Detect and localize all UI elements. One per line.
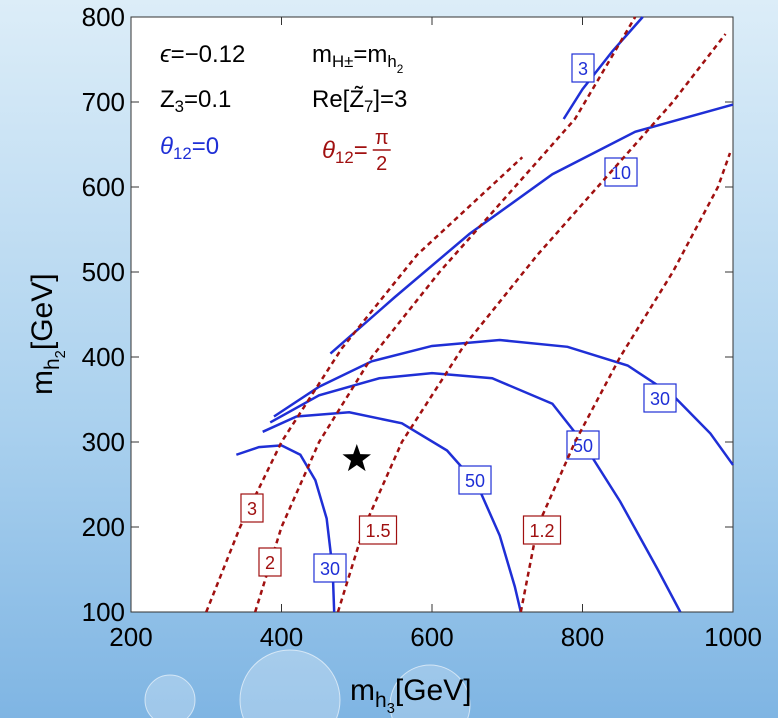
y-tick-label: 100 — [82, 597, 125, 627]
bubble-decoration — [240, 650, 340, 718]
text-part: = — [354, 137, 368, 164]
y-tick-label: 800 — [82, 2, 125, 32]
text-part: ϵ — [160, 41, 171, 68]
text-part: 7 — [364, 97, 373, 116]
y-tick-label: 300 — [82, 427, 125, 457]
y-tick-label: 500 — [82, 257, 125, 287]
text-part: h — [41, 358, 64, 370]
text-part: [GeV] — [395, 674, 472, 707]
x-tick-label: 1000 — [704, 622, 762, 652]
text-part: H± — [332, 52, 353, 71]
rich-text: ϵ=−0.12 — [160, 41, 245, 68]
contour-label: 1.5 — [359, 516, 396, 544]
text-part: θ — [322, 137, 335, 164]
contour-label: 50 — [459, 466, 491, 494]
contour-label-text: 30 — [320, 559, 340, 579]
contour-label-text: 1.2 — [529, 521, 554, 541]
text-part: m — [350, 674, 375, 707]
text-part: 12 — [335, 148, 354, 167]
text-part: h — [387, 52, 396, 71]
text-part: Re[Z̃ — [312, 86, 364, 113]
text-part: =m — [353, 41, 387, 68]
text-part: =0.1 — [184, 86, 231, 113]
x-tick-label: 400 — [260, 622, 303, 652]
contour-label: 30 — [314, 554, 346, 582]
text-part: 12 — [173, 144, 192, 163]
contour-label: 30 — [644, 384, 676, 412]
text-part: h — [375, 689, 387, 712]
contour-label-text: 30 — [650, 389, 670, 409]
contour-label-text: 3 — [578, 59, 588, 79]
contour-label-text: 3 — [247, 499, 257, 519]
contour-label: 50 — [567, 431, 599, 459]
text-part: θ — [160, 133, 173, 160]
y-tick-label: 400 — [82, 342, 125, 372]
chart: 2004006008001000100200300400500600700800… — [0, 0, 778, 718]
contour-label: 3 — [572, 54, 594, 82]
fraction-denominator: 2 — [376, 153, 387, 175]
text-part: 3 — [175, 97, 184, 116]
bubble-decoration — [145, 675, 195, 718]
x-tick-label: 600 — [410, 622, 453, 652]
y-tick-label: 700 — [82, 87, 125, 117]
y-tick-label: 200 — [82, 512, 125, 542]
text-part: ]=3 — [373, 86, 407, 113]
y-tick-label: 600 — [82, 172, 125, 202]
contour-label: 2 — [259, 548, 281, 576]
contour-label-text: 1.5 — [365, 521, 390, 541]
rich-text: mh2[GeV] — [26, 273, 69, 395]
contour-label-text: 10 — [611, 163, 631, 183]
contour-label-text: 2 — [265, 553, 275, 573]
text-part: 3 — [387, 701, 395, 717]
text-part: 2 — [397, 63, 404, 76]
text-part: =−0.12 — [171, 41, 246, 68]
fraction-numerator: π — [375, 127, 389, 149]
text-part: =0 — [192, 133, 219, 160]
contour-label: 1.2 — [523, 516, 560, 544]
x-tick-label: 800 — [561, 622, 604, 652]
text-part: m — [26, 370, 59, 395]
page: 2004006008001000100200300400500600700800… — [0, 0, 778, 718]
rich-text: Z3=0.1 — [160, 86, 231, 116]
rich-text: Re[Z̃7]=3 — [312, 86, 407, 116]
text-part: [GeV] — [26, 273, 59, 350]
text-part: 2 — [53, 350, 69, 358]
contour-label-text: 50 — [465, 471, 485, 491]
text-part: Z — [160, 86, 175, 113]
text-part: m — [312, 41, 332, 68]
contour-label: 3 — [241, 494, 263, 522]
